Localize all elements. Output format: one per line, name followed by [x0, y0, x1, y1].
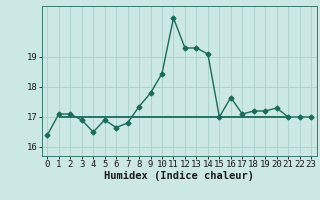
X-axis label: Humidex (Indice chaleur): Humidex (Indice chaleur) — [104, 171, 254, 181]
